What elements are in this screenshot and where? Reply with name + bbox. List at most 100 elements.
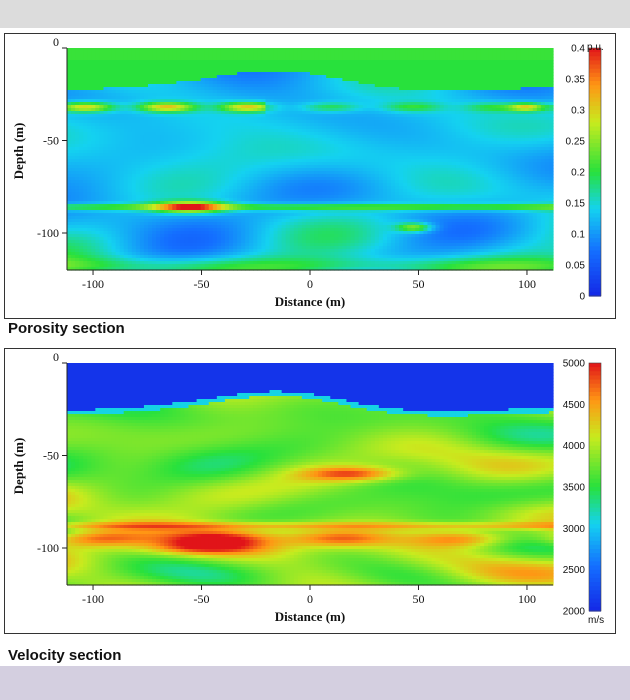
porosity-heatmap-cell <box>148 102 153 106</box>
porosity-panel: -100 -50 0 50 100 0 -50 -100 Distance (m) Depth (… <box>4 33 616 319</box>
porosity-heatmap-cell <box>415 114 420 118</box>
porosity-heatmap-cell <box>127 156 133 160</box>
porosity-heatmap-cell <box>79 129 84 133</box>
porosity-heatmap-cell <box>216 129 222 133</box>
porosity-heatmap-cell <box>496 132 501 136</box>
porosity-heatmap-cell <box>67 78 72 82</box>
porosity-heatmap-cell <box>285 87 291 91</box>
porosity-heatmap-cell <box>374 165 380 169</box>
porosity-heatmap-cell <box>472 99 477 103</box>
porosity-heatmap-cell <box>224 102 230 106</box>
porosity-heatmap-cell <box>492 96 497 100</box>
porosity-heatmap-cell <box>370 69 376 73</box>
porosity-heatmap-cell <box>528 168 534 172</box>
porosity-heatmap-cell <box>305 153 311 157</box>
porosity-heatmap-cell <box>500 48 505 52</box>
porosity-heatmap-cell <box>224 159 230 163</box>
porosity-heatmap-cell <box>415 159 420 163</box>
porosity-heatmap-cell <box>188 75 194 79</box>
porosity-heatmap-cell <box>135 162 141 166</box>
porosity-heatmap-cell <box>455 147 461 151</box>
porosity-heatmap-cell <box>496 63 501 67</box>
porosity-heatmap-cell <box>131 66 137 70</box>
porosity-heatmap-cell <box>297 150 303 154</box>
porosity-heatmap-cell <box>435 129 441 133</box>
porosity-heatmap-cell <box>310 75 315 79</box>
porosity-heatmap-cell <box>148 129 153 133</box>
porosity-heatmap-cell <box>176 63 181 67</box>
porosity-heatmap-cell <box>297 90 303 94</box>
porosity-heatmap-cell <box>95 150 100 154</box>
porosity-heatmap-cell <box>99 165 105 169</box>
porosity-heatmap-cell <box>75 114 80 118</box>
porosity-heatmap-cell <box>480 54 485 58</box>
porosity-heatmap-cell <box>391 162 396 166</box>
porosity-heatmap-cell <box>395 165 400 169</box>
porosity-heatmap-cell <box>71 60 76 64</box>
porosity-heatmap-cell <box>322 51 327 55</box>
porosity-heatmap-cell <box>281 93 287 97</box>
porosity-heatmap-cell <box>516 153 522 157</box>
porosity-heatmap-cell <box>439 150 445 154</box>
porosity-heatmap-cell <box>330 117 335 121</box>
porosity-heatmap-cell <box>67 138 72 142</box>
porosity-heatmap-cell <box>135 105 141 109</box>
porosity-heatmap-cell <box>366 114 372 118</box>
porosity-heatmap-cell <box>67 156 72 160</box>
porosity-heatmap-cell <box>212 117 218 121</box>
porosity-heatmap-cell <box>447 123 453 127</box>
porosity-heatmap-cell <box>297 129 303 133</box>
porosity-heatmap-cell <box>245 168 250 172</box>
porosity-heatmap-cell <box>467 165 473 169</box>
porosity-heatmap-cell <box>160 96 165 100</box>
porosity-heatmap-cell <box>75 60 80 64</box>
porosity-heatmap-cell <box>476 168 481 172</box>
porosity-heatmap-cell <box>310 48 315 52</box>
porosity-heatmap-cell <box>459 123 465 127</box>
porosity-heatmap-cell <box>79 69 84 73</box>
porosity-heatmap-cell <box>249 72 254 76</box>
porosity-heatmap-cell <box>431 141 437 145</box>
porosity-heatmap-cell <box>484 150 489 154</box>
porosity-heatmap-cell <box>492 135 497 139</box>
porosity-heatmap-cell <box>107 123 113 127</box>
porosity-heatmap-cell <box>196 135 202 139</box>
porosity-heatmap-cell <box>378 108 384 112</box>
porosity-heatmap-cell <box>301 129 307 133</box>
porosity-heatmap-cell <box>257 99 262 103</box>
porosity-heatmap-cell <box>504 81 510 85</box>
porosity-heatmap-cell <box>463 129 469 133</box>
porosity-heatmap-cell <box>143 69 149 73</box>
porosity-heatmap-cell <box>127 63 133 67</box>
porosity-heatmap-cell <box>119 102 125 106</box>
porosity-heatmap-cell <box>455 54 461 58</box>
porosity-heatmap-cell <box>431 135 437 139</box>
porosity-heatmap-cell <box>160 129 165 133</box>
porosity-heatmap-cell <box>152 123 157 127</box>
porosity-heatmap-cell <box>277 63 283 67</box>
porosity-heatmap-cell <box>403 54 408 58</box>
porosity-heatmap-cell <box>107 138 113 142</box>
porosity-heatmap-cell <box>467 60 473 64</box>
porosity-heatmap-cell <box>310 147 315 151</box>
porosity-heatmap-cell <box>528 81 534 85</box>
porosity-heatmap-cell <box>127 102 133 106</box>
porosity-heatmap-cell <box>415 168 420 172</box>
porosity-heatmap-cell <box>196 57 202 61</box>
porosity-heatmap-cell <box>123 120 129 124</box>
porosity-heatmap-cell <box>289 159 295 163</box>
porosity-heatmap-cell <box>127 87 133 91</box>
porosity-heatmap-cell <box>548 105 554 109</box>
porosity-heatmap-cell <box>374 102 380 106</box>
porosity-heatmap-cell <box>443 153 449 157</box>
porosity-heatmap-cell <box>427 135 433 139</box>
porosity-heatmap-cell <box>326 135 331 139</box>
porosity-heatmap-cell <box>399 159 404 163</box>
porosity-heatmap-cell <box>451 78 457 82</box>
porosity-heatmap-cell <box>382 51 388 55</box>
porosity-heatmap-cell <box>224 117 230 121</box>
porosity-heatmap-cell <box>305 57 311 61</box>
porosity-heatmap-cell <box>148 78 153 82</box>
porosity-heatmap-cell <box>463 150 469 154</box>
porosity-heatmap-cell <box>310 129 315 133</box>
